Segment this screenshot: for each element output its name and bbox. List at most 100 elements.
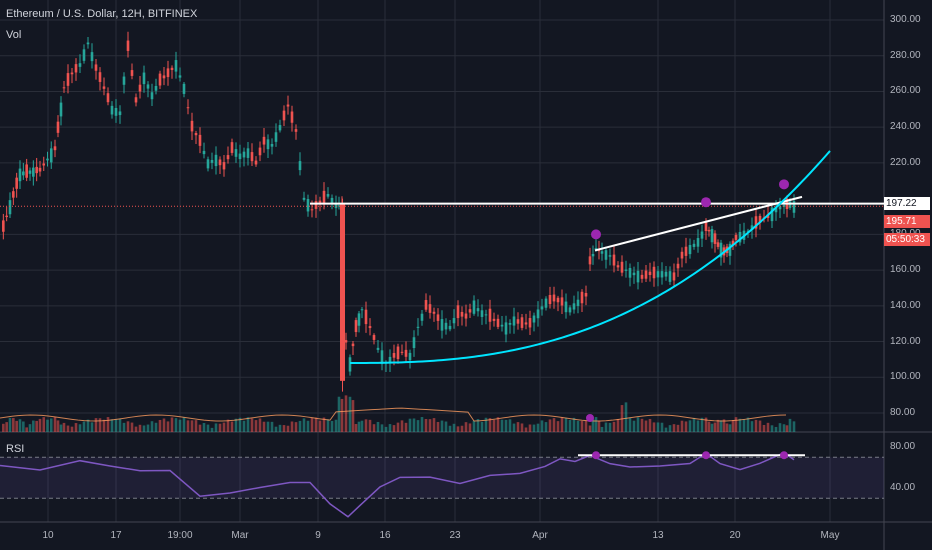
candle-body <box>376 347 380 350</box>
volume-bar <box>174 418 178 432</box>
candle-body <box>428 304 432 313</box>
candle-body <box>576 299 580 307</box>
signal-marker <box>701 197 711 208</box>
candle-body <box>56 121 60 133</box>
volume-bar <box>337 396 341 432</box>
countdown-tag: 05:50:33 <box>884 233 930 246</box>
candle-body <box>460 311 464 317</box>
volume-label: Vol <box>6 29 22 41</box>
volume-bar <box>588 425 592 432</box>
volume-bar <box>628 417 632 432</box>
volume-bar <box>396 422 400 432</box>
volume-bar <box>15 420 18 432</box>
candle-body <box>102 86 106 89</box>
candle-body <box>274 132 278 142</box>
candle-body <box>719 242 723 258</box>
volume-bars <box>0 395 796 432</box>
volume-bar <box>532 424 536 432</box>
candle-body <box>692 243 696 247</box>
candle-body <box>78 63 82 67</box>
volume-bar <box>788 418 792 432</box>
volume-bar <box>238 417 242 432</box>
volume-bar <box>270 421 274 432</box>
rsi-axis-tick: 80.00 <box>890 441 916 452</box>
rsi-signal-marker <box>780 451 788 460</box>
volume-bar <box>536 423 540 432</box>
rsi-label: RSI <box>6 443 25 455</box>
time-axis-tick: 9 <box>315 530 321 541</box>
volume-bar <box>22 421 25 432</box>
volume-bar <box>351 400 355 432</box>
volume-bar <box>456 426 460 432</box>
rsi-signal-marker <box>702 451 710 460</box>
volume-bar <box>118 418 122 432</box>
volume-bar <box>357 421 361 432</box>
volume-bar <box>660 422 664 432</box>
volume-bar <box>408 418 412 432</box>
candle-body <box>146 84 150 89</box>
volume-bar <box>74 423 78 432</box>
candle-body <box>258 147 262 156</box>
volume-bar <box>552 418 556 432</box>
candle-body <box>388 356 392 364</box>
candle-body <box>202 150 206 155</box>
signal-marker <box>591 229 601 240</box>
volume-bar <box>368 419 372 432</box>
candle-body <box>126 40 130 51</box>
candle-body <box>174 60 178 72</box>
volume-bar <box>424 418 428 432</box>
candle-body <box>134 97 138 103</box>
candle-body <box>548 295 552 305</box>
time-axis-tick: 10 <box>42 530 54 541</box>
candle-body <box>704 221 708 232</box>
candle-body <box>214 154 218 167</box>
signal-marker <box>779 179 789 190</box>
candle-body <box>86 42 90 45</box>
volume-bar <box>154 422 158 432</box>
candle-body <box>170 67 174 71</box>
volume-bar <box>484 417 488 432</box>
volume-bar <box>500 419 504 432</box>
volume-bar <box>230 421 234 432</box>
candle-body <box>688 245 692 255</box>
candle-body <box>788 201 792 208</box>
last-price-tag: 195.71 <box>884 215 930 228</box>
candle-body <box>524 322 528 325</box>
candle-body <box>680 251 684 259</box>
volume-bar <box>18 419 22 432</box>
candle-body <box>472 300 476 314</box>
candle-body <box>600 251 604 254</box>
rsi-axis-tick: 40.00 <box>890 482 916 493</box>
candle-body <box>594 247 598 250</box>
volume-bar <box>90 422 94 432</box>
volume-bar <box>114 419 118 432</box>
volume-bar <box>412 418 416 432</box>
candle-body <box>294 129 298 132</box>
volume-bar <box>5 422 8 432</box>
candle-body <box>226 155 230 160</box>
volume-bar <box>716 419 720 432</box>
candle-body <box>540 306 544 310</box>
candle-body <box>774 207 778 213</box>
volume-bar <box>306 420 310 432</box>
candle-body <box>206 159 210 169</box>
volume-bar <box>512 423 516 432</box>
candle-body <box>580 291 584 304</box>
candle-body <box>488 308 492 322</box>
candle-body <box>62 87 66 89</box>
candle-body <box>238 153 242 160</box>
candle-body <box>416 326 420 328</box>
candle-body <box>306 199 310 212</box>
candle-body <box>476 308 480 312</box>
candle-body <box>166 68 170 78</box>
candle-body <box>632 272 636 276</box>
candle-body <box>436 314 440 321</box>
volume-bar <box>354 424 358 432</box>
candle-body <box>420 313 424 321</box>
candle-body <box>162 75 166 79</box>
volume-bar <box>94 418 98 432</box>
candle-body <box>400 351 404 353</box>
candle-body <box>710 229 714 243</box>
candle-body <box>38 167 42 172</box>
